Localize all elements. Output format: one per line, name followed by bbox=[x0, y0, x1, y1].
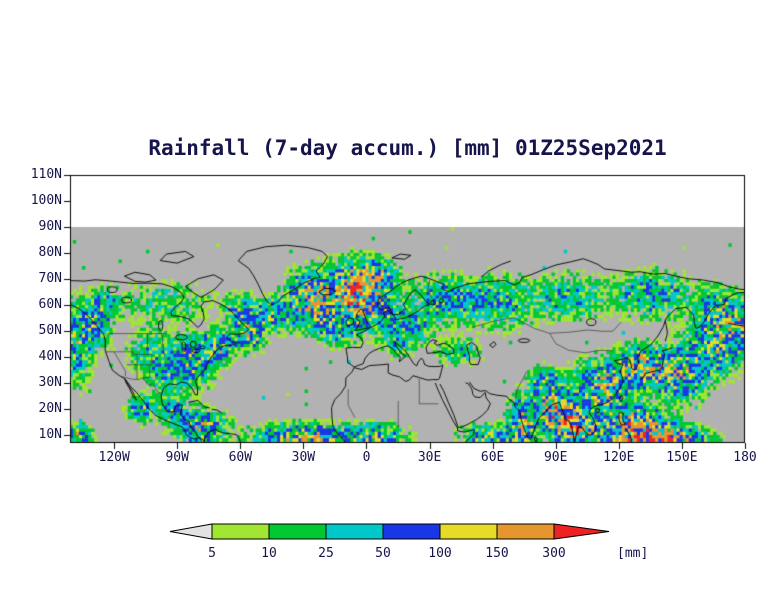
colorbar-tick-label: 25 bbox=[318, 546, 334, 561]
colorbar-units-label: [mm] bbox=[617, 546, 648, 561]
plot-title: Rainfall (7-day accum.) [mm] 01Z25Sep202… bbox=[148, 136, 667, 160]
colorbar-tick-label: 5 bbox=[208, 546, 216, 561]
colorbar-segment bbox=[439, 523, 498, 540]
y-tick-label: 100N bbox=[30, 193, 62, 208]
y-tick-label: 60N bbox=[38, 297, 62, 312]
colorbar-below-arrow bbox=[169, 523, 213, 540]
y-tick-label: 90N bbox=[38, 219, 62, 234]
x-tick-label: 60W bbox=[228, 450, 253, 465]
colorbar-segment bbox=[496, 523, 555, 540]
colorbar-tick-label: 300 bbox=[542, 546, 565, 561]
map-canvas bbox=[58, 166, 758, 454]
y-tick-label: 40N bbox=[38, 349, 62, 364]
x-tick-label: 0 bbox=[362, 450, 371, 465]
colorbar: 5 10 25 50 100 150 300 [mm] bbox=[169, 523, 648, 561]
colorbar-above-arrow bbox=[553, 523, 610, 540]
colorbar-tick-label: 150 bbox=[485, 546, 508, 561]
colorbar-segment bbox=[211, 523, 270, 540]
y-tick-label: 20N bbox=[38, 401, 62, 416]
x-tick-label: 120E bbox=[603, 450, 635, 465]
x-tick-label: 90E bbox=[543, 450, 568, 465]
x-tick-label: 30E bbox=[417, 450, 442, 465]
x-tick-label: 180 bbox=[733, 450, 757, 465]
x-tick-label: 120W bbox=[98, 450, 130, 465]
x-tick-label: 30W bbox=[291, 450, 316, 465]
x-tick-label: 150E bbox=[666, 450, 698, 465]
y-tick-label: 80N bbox=[38, 245, 62, 260]
colorbar-segment bbox=[268, 523, 327, 540]
x-tick-label: 60E bbox=[480, 450, 505, 465]
colorbar-tick-label: 50 bbox=[375, 546, 391, 561]
colorbar-segment bbox=[382, 523, 441, 540]
colorbar-tick-label: 100 bbox=[428, 546, 451, 561]
y-tick-label: 10N bbox=[38, 427, 62, 442]
colorbar-segment bbox=[325, 523, 384, 540]
colorbar-tick-label: 10 bbox=[261, 546, 277, 561]
y-tick-label: 50N bbox=[38, 323, 62, 338]
y-tick-label: 30N bbox=[38, 375, 62, 390]
y-tick-label: 110N bbox=[30, 167, 62, 182]
x-tick-label: 90W bbox=[165, 450, 189, 465]
y-tick-label: 70N bbox=[38, 271, 62, 286]
